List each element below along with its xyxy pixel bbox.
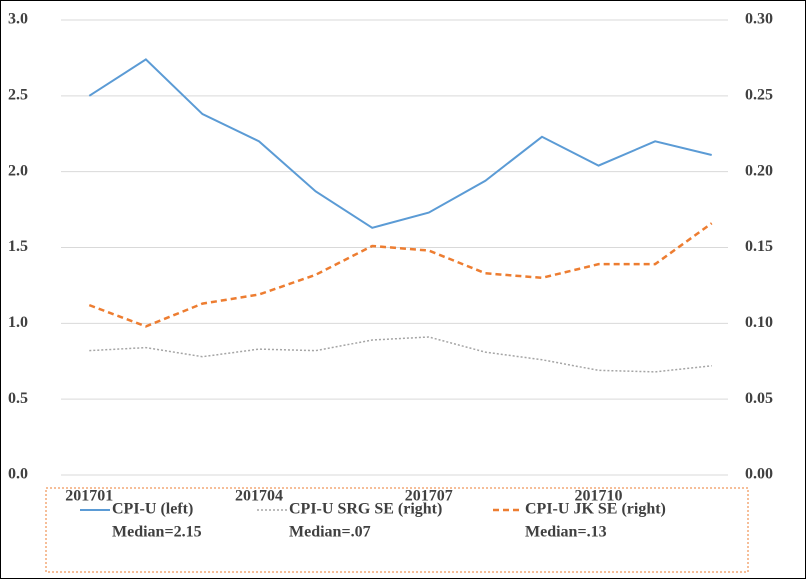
y2-tick-label: 0.20 [745, 162, 773, 179]
y2-tick-label: 0.15 [745, 238, 773, 255]
x-tick-label: 201710 [575, 488, 623, 505]
x-tick-label: 201704 [235, 488, 283, 505]
y2-tick-label: 0.00 [745, 466, 773, 483]
y-tick-label: 1.5 [8, 238, 28, 255]
legend-label: CPI-U SRG SE (right) [289, 501, 442, 518]
x-tick-label: 201707 [405, 488, 453, 505]
series-line [88, 222, 713, 328]
legend-note: Median=2.15 [112, 524, 202, 541]
legend-note: Median=.13 [525, 524, 607, 541]
y2-tick-label: 0.05 [745, 390, 773, 407]
y2-tick-label: 0.10 [745, 314, 773, 331]
x-tick-label: 201701 [65, 488, 113, 505]
y2-tick-label: 0.30 [745, 11, 773, 28]
series-line [89, 336, 712, 373]
y-tick-label: 0.5 [8, 390, 28, 407]
y-tick-label: 0.0 [8, 466, 28, 483]
legend-label: CPI-U (left) [112, 501, 193, 518]
y-tick-label: 2.5 [8, 87, 28, 104]
series-line [88, 58, 712, 229]
y-tick-label: 1.0 [8, 314, 28, 331]
y2-tick-label: 0.25 [745, 87, 773, 104]
y-tick-label: 3.0 [8, 11, 28, 28]
y-tick-label: 2.0 [8, 162, 28, 179]
legend-box [45, 487, 749, 573]
legend-note: Median=.07 [289, 524, 371, 541]
legend-label: CPI-U JK SE (right) [525, 501, 666, 518]
